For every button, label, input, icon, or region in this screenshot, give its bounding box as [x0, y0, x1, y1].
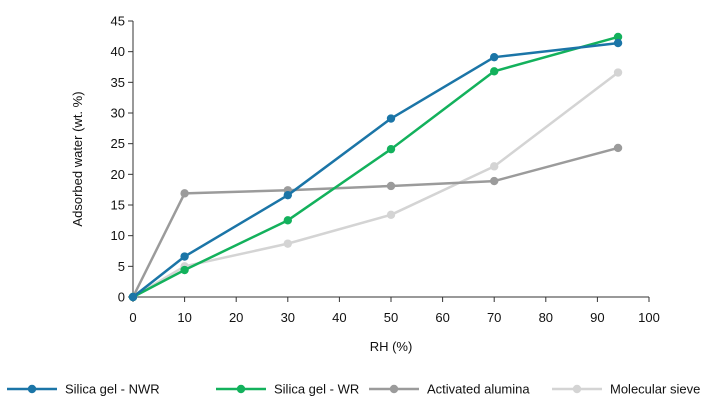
x-axis-title: RH (%) [370, 339, 413, 354]
data-point [283, 239, 292, 248]
y-tick-label: 20 [111, 167, 125, 182]
data-point [180, 189, 189, 198]
legend-swatch-marker [572, 384, 582, 394]
x-tick-label: 20 [229, 310, 243, 325]
x-tick-label: 70 [487, 310, 501, 325]
data-point [283, 190, 292, 200]
legend: Silica gel - NWR Silica gel - WR Activated… [7, 382, 700, 397]
x-tick-label: 50 [384, 310, 398, 325]
data-point [386, 114, 396, 123]
data-point [613, 68, 623, 77]
data-point [386, 181, 396, 191]
data-point [128, 292, 138, 302]
y-tick-label: 5 [118, 259, 125, 274]
data-point [180, 252, 189, 261]
y-tick-label: 25 [111, 136, 125, 151]
data-point [490, 67, 499, 76]
series-line [132, 71, 619, 299]
x-axis-ticks: 0 10 20 30 40 50 60 70 80 90 100 [129, 297, 660, 325]
series-0 [128, 38, 623, 302]
y-axis-title: Adsorbed water (wt. %) [70, 91, 85, 226]
series-line [132, 35, 619, 299]
y-tick-label: 15 [111, 198, 125, 213]
y-tick-label: 0 [118, 290, 125, 305]
legend-item: Activated alumina [369, 382, 530, 397]
legend-label: Silica gel - WR [274, 382, 359, 397]
y-tick-label: 40 [111, 44, 125, 59]
data-point [180, 265, 189, 275]
x-tick-label: 40 [332, 310, 346, 325]
series-2 [128, 143, 623, 302]
data-point [386, 144, 396, 154]
legend-label: Molecular sieve [610, 382, 700, 397]
x-tick-label: 0 [129, 310, 136, 325]
y-tick-label: 45 [111, 14, 125, 29]
legend-swatch-marker [27, 384, 37, 394]
series-line [132, 41, 619, 298]
x-tick-label: 30 [281, 310, 295, 325]
legend-label: Silica gel - NWR [65, 382, 160, 397]
legend-swatch-marker [236, 384, 246, 394]
y-tick-label: 35 [111, 75, 125, 90]
data-point [386, 210, 396, 220]
legend-item: Silica gel - WR [216, 382, 359, 397]
data-point [613, 32, 623, 42]
x-tick-label: 10 [177, 310, 191, 325]
legend-label: Activated alumina [427, 382, 530, 397]
data-point [490, 162, 499, 171]
data-point [613, 38, 623, 48]
y-tick-label: 30 [111, 106, 125, 121]
series-1 [128, 32, 623, 302]
x-tick-label: 90 [590, 310, 604, 325]
data-point [490, 52, 499, 62]
legend-item: Molecular sieve [552, 382, 700, 397]
x-tick-label: 80 [539, 310, 553, 325]
legend-swatch-marker [389, 384, 399, 394]
x-tick-label: 100 [638, 310, 660, 325]
data-point [283, 216, 292, 225]
data-point [490, 176, 499, 186]
series-line [131, 146, 619, 298]
series-3 [128, 68, 623, 302]
axes [132, 21, 649, 298]
data-point [613, 143, 623, 153]
x-tick-label: 60 [435, 310, 449, 325]
y-axis-ticks: 0 5 10 15 20 25 30 35 40 45 [111, 14, 133, 305]
legend-item: Silica gel - NWR [7, 382, 160, 397]
plot-series [128, 32, 623, 302]
y-tick-label: 10 [111, 228, 125, 243]
